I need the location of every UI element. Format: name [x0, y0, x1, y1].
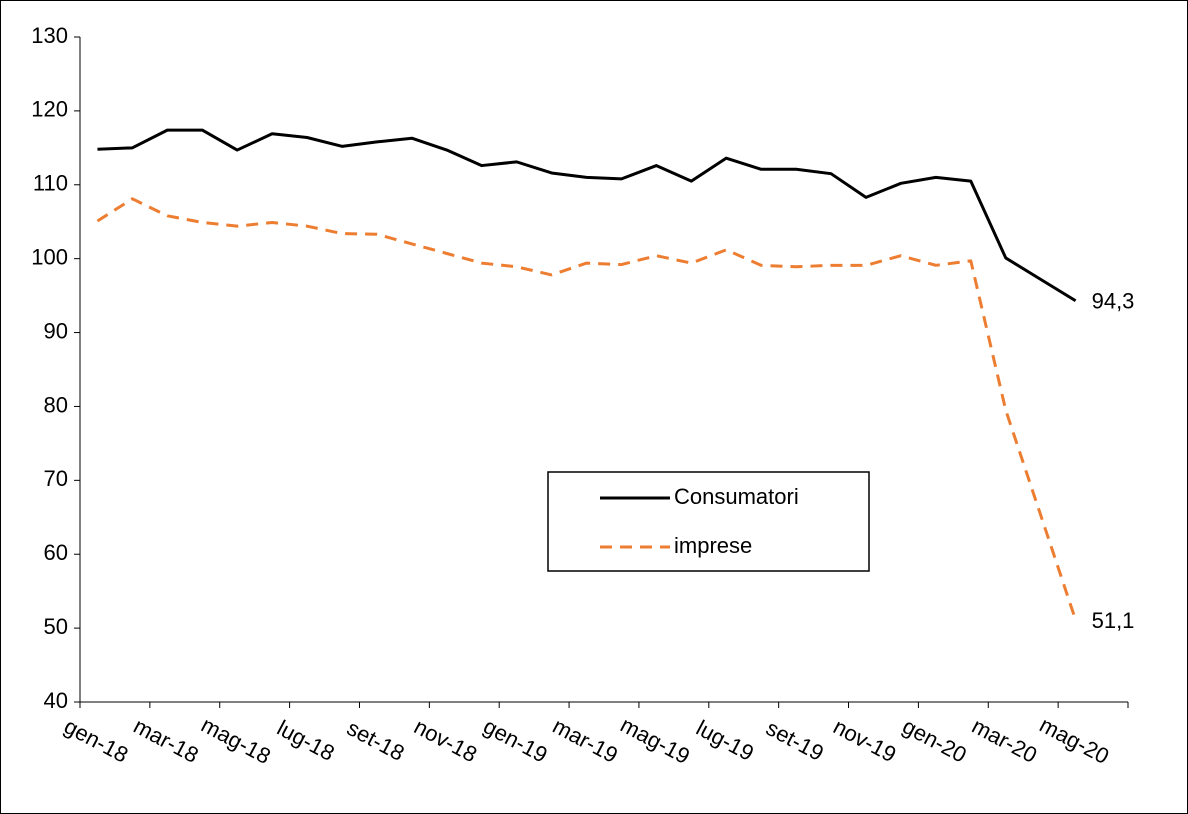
data-label: 94,3	[1092, 289, 1135, 314]
y-tick-label: 50	[44, 614, 68, 639]
data-label: 51,1	[1092, 608, 1135, 633]
series-line	[97, 128, 1077, 303]
y-tick-label: 130	[31, 23, 68, 48]
y-tick-label: 100	[31, 244, 68, 269]
y-tick-label: 40	[44, 688, 68, 713]
y-tick-label: 120	[31, 97, 68, 122]
y-tick-label: 70	[44, 466, 68, 491]
series-line	[96, 197, 1078, 621]
y-tick-label: 90	[44, 318, 68, 343]
y-tick-label: 80	[44, 392, 68, 417]
y-tick-label: 60	[44, 540, 68, 565]
legend-box	[547, 471, 870, 572]
y-tick-label: 110	[33, 171, 68, 196]
legend-label: Consumatori	[674, 484, 799, 509]
legend-label: imprese	[674, 533, 752, 558]
